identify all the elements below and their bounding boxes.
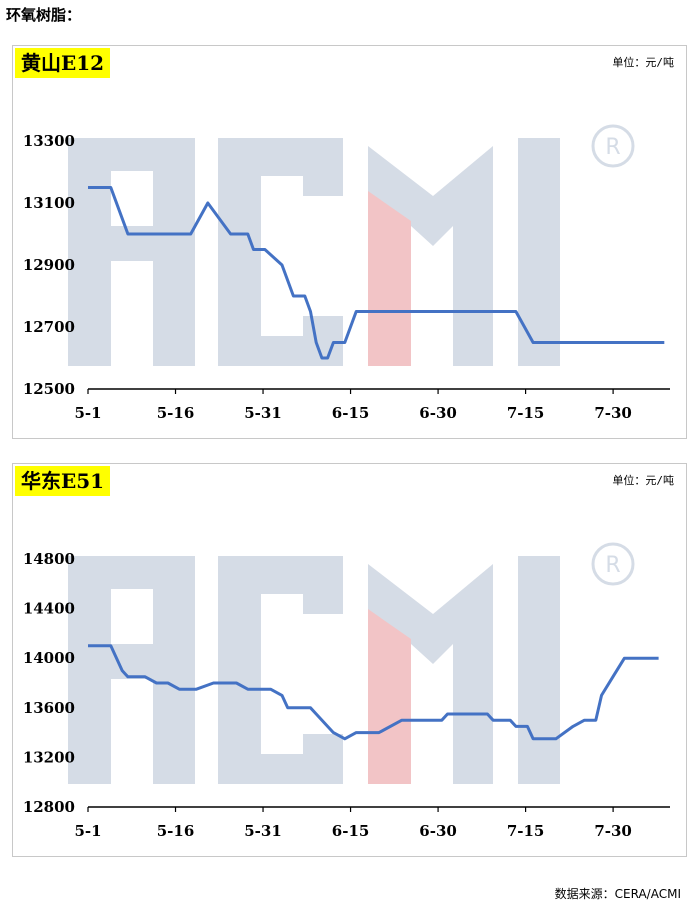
- y-tick-label: 14400: [23, 600, 75, 618]
- x-tick-label: 7-30: [594, 822, 632, 840]
- x-tick-label: 6-15: [332, 822, 370, 840]
- y-tick-label: 13300: [23, 132, 75, 150]
- x-tick-label: 6-30: [419, 404, 457, 422]
- watermark-letter-i: [518, 138, 560, 366]
- chart-panel-e12: 黄山E12 单位：元/吨 R 12500 12700 12900 13100 13300 5…: [12, 45, 687, 439]
- y-tick-label: 12900: [23, 256, 75, 274]
- x-tick-label: 6-15: [332, 404, 370, 422]
- unit-label: 单位：元/吨: [612, 474, 674, 487]
- x-tick-label: 5-1: [74, 822, 101, 840]
- x-tick-label: 5-16: [157, 404, 195, 422]
- watermark-letter-c: [218, 556, 343, 784]
- line-chart-e51: R 12800 13200 13600 14000 14400 14800 5-1 5-16 5-…: [23, 542, 670, 840]
- registered-mark-letter: R: [605, 135, 620, 160]
- x-tick-label: 7-15: [507, 404, 545, 422]
- x-tick-label: 5-31: [244, 822, 282, 840]
- x-tick-label: 7-30: [594, 404, 632, 422]
- chart-title-badge: 华东E51: [15, 466, 111, 496]
- y-tick-label: 12800: [23, 798, 75, 816]
- unit-label: 单位：元/吨: [612, 56, 674, 69]
- watermark-accent: [368, 191, 411, 366]
- y-tick-label: 14800: [23, 550, 75, 568]
- x-tick-label: 5-31: [244, 404, 282, 422]
- y-tick-label: 14000: [23, 649, 75, 667]
- watermark-acmi: R: [68, 542, 635, 784]
- x-tick-label: 7-15: [507, 822, 545, 840]
- watermark-letter-a: [68, 138, 195, 366]
- watermark-accent: [368, 609, 411, 784]
- price-series-line: [88, 644, 659, 741]
- registered-mark-letter: R: [605, 553, 620, 578]
- registered-mark-icon: [591, 124, 635, 168]
- source-note: 数据来源：CERA/ACMI: [554, 887, 681, 901]
- y-tick-label: 13600: [23, 699, 75, 717]
- y-tick-label: 12500: [23, 380, 75, 398]
- y-tick-label: 12700: [23, 318, 75, 336]
- watermark-letter-a: [68, 556, 195, 784]
- y-tick-label: 13200: [23, 748, 75, 766]
- chart-title-badge: 黄山E12: [15, 48, 111, 78]
- watermark-letter-i: [518, 556, 560, 784]
- registered-mark-icon: [591, 542, 635, 586]
- x-tick-label: 5-16: [157, 822, 195, 840]
- page-heading: 环氧树脂：: [6, 6, 82, 24]
- watermark-letter-c: [218, 138, 343, 366]
- chart-panel-e51: 华东E51 单位：元/吨 R 12800 13200 13600 14000 14400 1…: [12, 463, 687, 857]
- x-tick-label: 5-1: [74, 404, 101, 422]
- line-chart-e12: R 12500 12700 12900 13100 13300 5-1 5-16 5-31 6-1…: [23, 124, 670, 422]
- y-tick-label: 13100: [23, 194, 75, 212]
- price-series-line: [88, 186, 665, 360]
- x-tick-label: 6-30: [419, 822, 457, 840]
